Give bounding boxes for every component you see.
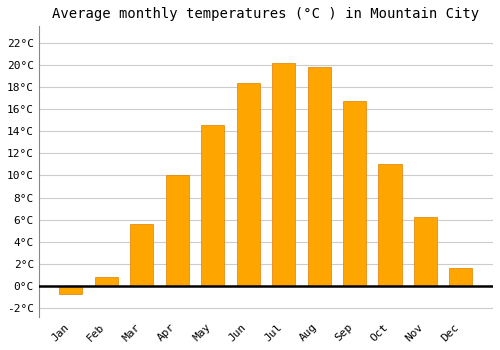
Bar [450, 268, 472, 286]
Bar [201, 125, 224, 286]
Bar [414, 217, 437, 286]
Bar [130, 224, 154, 286]
Bar [95, 277, 118, 286]
Title: Average monthly temperatures (°C ) in Mountain City: Average monthly temperatures (°C ) in Mo… [52, 7, 480, 21]
Bar [166, 175, 189, 286]
Bar [60, 286, 82, 294]
Bar [308, 67, 330, 286]
Bar [378, 164, 402, 286]
Bar [272, 63, 295, 286]
Bar [343, 102, 366, 286]
Bar [236, 83, 260, 286]
